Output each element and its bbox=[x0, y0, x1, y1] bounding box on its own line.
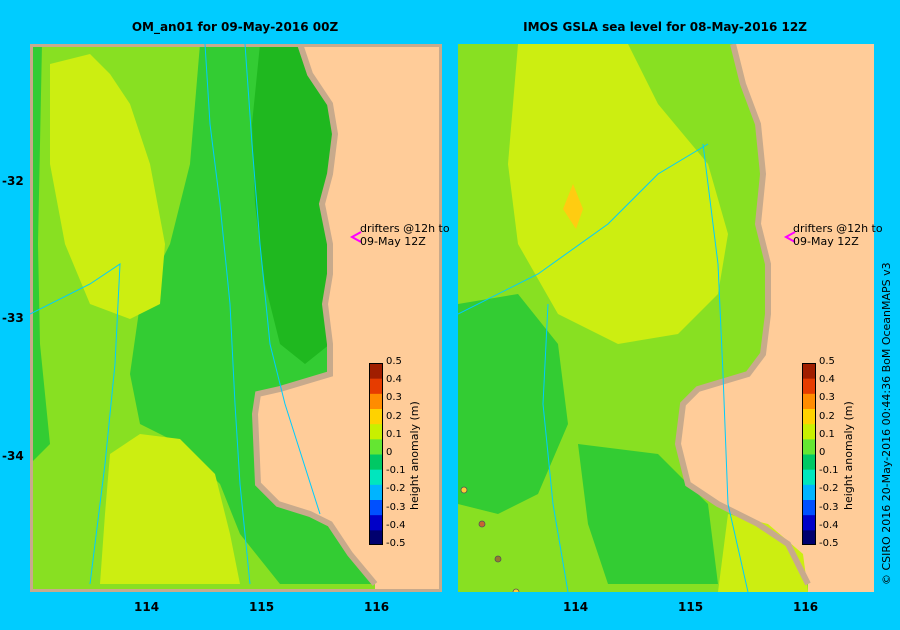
depth-contour-3 bbox=[702, 143, 749, 592]
colorbar-tick-label: 0.3 bbox=[819, 392, 835, 404]
shelf-outline bbox=[674, 44, 811, 586]
colorbar-swatch bbox=[802, 378, 816, 394]
colorbar-tick-label: -0.3 bbox=[386, 501, 406, 513]
depth-contour-2 bbox=[542, 303, 569, 592]
drifter-annotation-right: drifters @12h to 09-May 12Z bbox=[793, 222, 883, 248]
colorbar-tick-label: 0.4 bbox=[819, 374, 835, 386]
x-tick-label: 116 bbox=[793, 600, 819, 614]
colorbar-tick-label: 0.1 bbox=[386, 428, 402, 440]
x-tick-label: 115 bbox=[249, 600, 275, 614]
annotation-line: drifters @12h to bbox=[793, 222, 883, 235]
colorbar-swatch bbox=[369, 454, 383, 470]
sea-orange-spot bbox=[563, 184, 583, 229]
drifter-marker-icon bbox=[349, 231, 362, 243]
colorbar-tick-label: 0 bbox=[386, 447, 393, 458]
sea-south-yellow bbox=[718, 514, 808, 592]
colorbar-border bbox=[802, 363, 816, 545]
colorbar-swatch bbox=[802, 529, 816, 546]
colorbar-tick-label: 0.2 bbox=[819, 410, 835, 422]
colorbar-label-right: height anomaly (m) bbox=[842, 401, 855, 510]
colorbar-tick-label: -0.4 bbox=[386, 519, 406, 531]
annotation-line: drifters @12h to bbox=[360, 222, 450, 235]
colorbar-swatch bbox=[802, 499, 816, 516]
x-tick-label: 115 bbox=[678, 600, 704, 614]
left-panel-title: OM_an01 for 09-May-2016 00Z bbox=[131, 20, 339, 34]
sea-yellow-north bbox=[50, 54, 165, 319]
drifter-dot bbox=[494, 555, 502, 563]
colorbar-tick-label: -0.1 bbox=[819, 465, 839, 477]
colorbar-swatch bbox=[369, 423, 383, 440]
depth-contour-1 bbox=[204, 44, 251, 585]
colorbar-swatch bbox=[802, 454, 816, 470]
colorbar-swatch bbox=[369, 378, 383, 394]
drifter-annotation-left: drifters @12h to 09-May 12Z bbox=[360, 222, 450, 248]
colorbar-tick-label: -0.2 bbox=[819, 483, 839, 495]
colorbar-tick-label: 0.4 bbox=[386, 374, 402, 386]
colorbar-tick-label: 0.5 bbox=[819, 356, 835, 367]
colorbar-tick-label: -0.1 bbox=[386, 465, 406, 477]
colorbar-swatch bbox=[369, 514, 383, 531]
colorbar-swatch bbox=[802, 484, 816, 500]
colorbar-tick-label: 0 bbox=[819, 447, 826, 458]
depth-contour-1 bbox=[458, 143, 709, 315]
colorbar-tick-label: 0.1 bbox=[819, 428, 835, 440]
colorbar-swatch bbox=[369, 408, 383, 425]
colorbar-border bbox=[369, 363, 383, 545]
x-tick-label: 114 bbox=[134, 600, 160, 614]
colorbar-swatch bbox=[802, 393, 816, 409]
credit-text: © CSIRO 2016 20-May-2016 00:44:36 BoM Oc… bbox=[880, 262, 893, 585]
colorbar-swatch bbox=[369, 393, 383, 409]
sea-south-green bbox=[578, 444, 718, 584]
colorbar-tick-label: -0.5 bbox=[386, 538, 406, 549]
colorbar-right bbox=[802, 363, 816, 546]
colorbar-tick-label: -0.2 bbox=[386, 483, 406, 495]
shelf-outline bbox=[251, 44, 378, 586]
drifter-marker-icon bbox=[783, 231, 796, 243]
colorbar-label-left: height anomaly (m) bbox=[408, 401, 421, 510]
y-tick-label: -33 bbox=[2, 311, 24, 325]
y-tick-label: -34 bbox=[2, 449, 24, 463]
colorbar-tick-label: 0.5 bbox=[386, 356, 402, 367]
colorbar-swatch bbox=[369, 363, 383, 379]
annotation-line: 09-May 12Z bbox=[360, 235, 426, 248]
colorbar-tick-label: -0.3 bbox=[819, 501, 839, 513]
drifter-dot bbox=[460, 486, 468, 494]
colorbar-swatch bbox=[802, 423, 816, 440]
right-panel-title: IMOS GSLA sea level for 08-May-2016 12Z bbox=[523, 20, 807, 34]
colorbar-swatch bbox=[802, 363, 816, 379]
colorbar-tick-label: 0.2 bbox=[386, 410, 402, 422]
colorbar-tick-label: -0.5 bbox=[819, 538, 839, 549]
depth-contour-2 bbox=[244, 44, 321, 515]
colorbar-tick-label: 0.3 bbox=[386, 392, 402, 404]
colorbar-swatch bbox=[369, 484, 383, 500]
colorbar-swatch bbox=[369, 438, 383, 455]
drifter-dot bbox=[478, 520, 486, 528]
annotation-line: 09-May 12Z bbox=[793, 235, 859, 248]
sea-yellow-north bbox=[508, 44, 728, 344]
x-tick-label: 114 bbox=[563, 600, 589, 614]
sea-west-green bbox=[458, 294, 568, 514]
colorbar-swatch bbox=[802, 408, 816, 425]
sea-dark-band bbox=[252, 44, 335, 364]
colorbar-tick-label: -0.4 bbox=[819, 519, 839, 531]
sea-west-band bbox=[30, 44, 50, 464]
left-map[interactable] bbox=[30, 44, 442, 592]
colorbar-swatch bbox=[802, 469, 816, 485]
colorbar-swatch bbox=[369, 499, 383, 516]
depth-contour-3 bbox=[30, 263, 121, 585]
right-map[interactable] bbox=[458, 44, 874, 592]
colorbar-swatch bbox=[802, 438, 816, 455]
y-tick-label: -32 bbox=[2, 174, 24, 188]
colorbar-swatch bbox=[802, 514, 816, 531]
x-tick-label: 116 bbox=[364, 600, 390, 614]
drifter-dot bbox=[512, 588, 520, 592]
sea-yellow-south bbox=[100, 434, 240, 584]
colorbar-swatch bbox=[369, 469, 383, 485]
colorbar-swatch bbox=[369, 529, 383, 546]
colorbar-left bbox=[369, 363, 383, 546]
